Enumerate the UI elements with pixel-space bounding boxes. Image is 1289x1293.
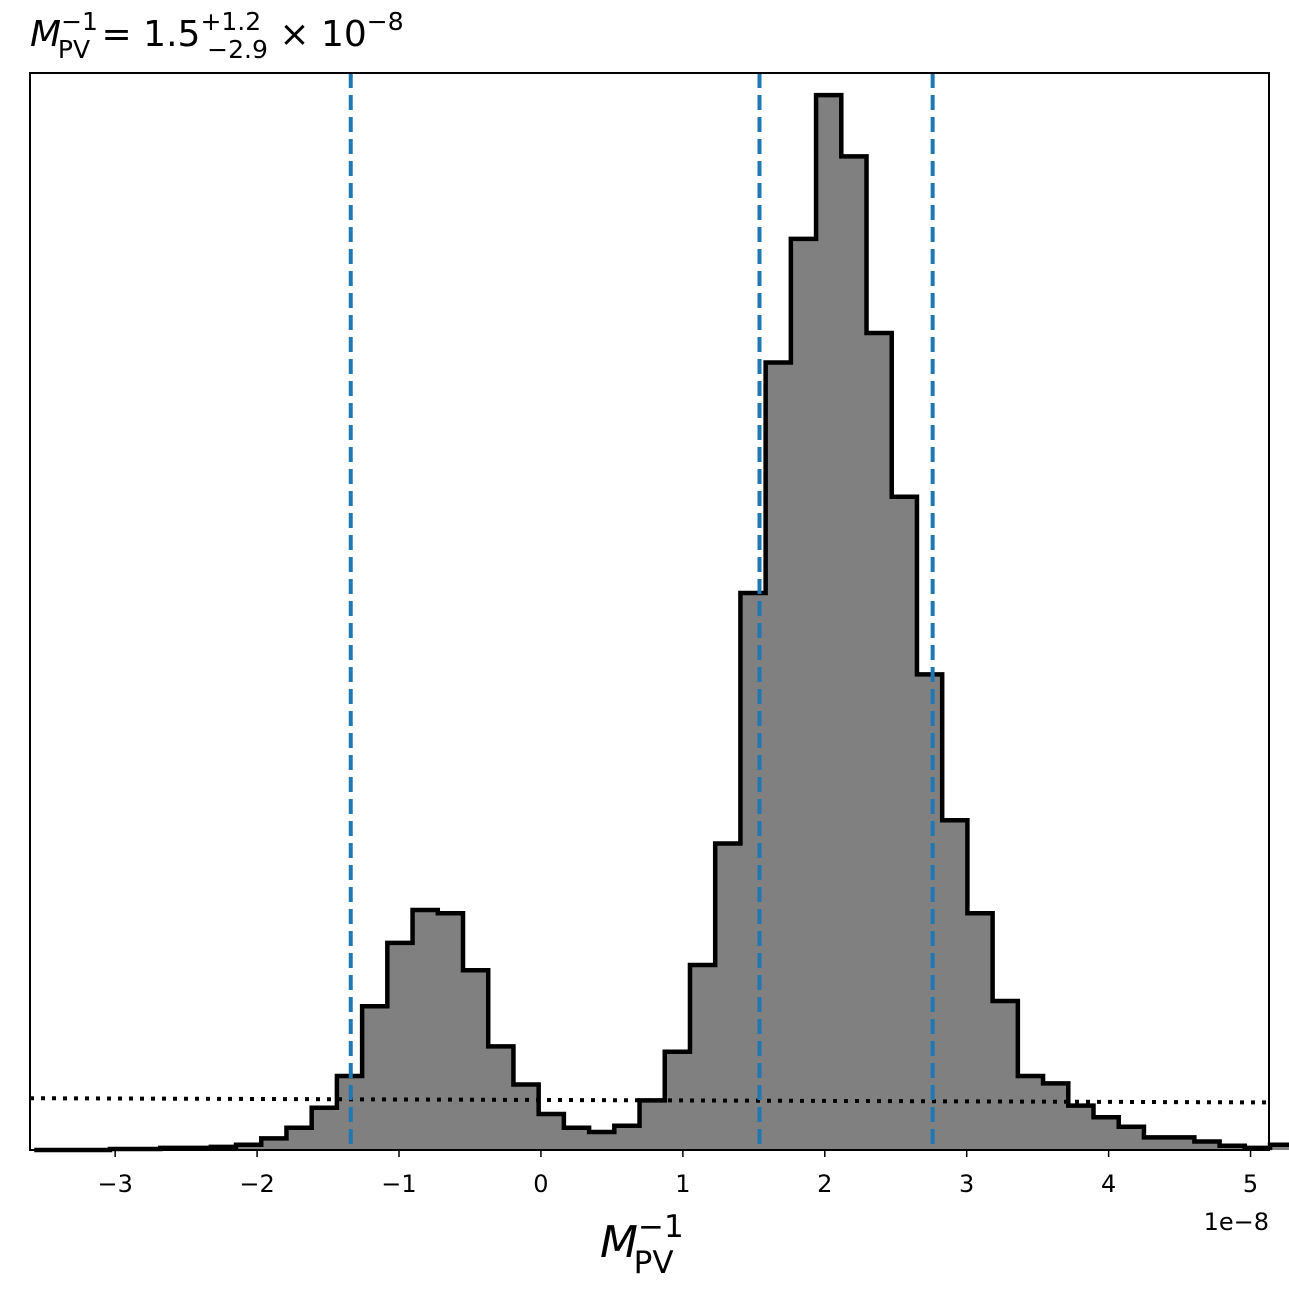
x-tick-label: −1 xyxy=(381,1170,416,1198)
histogram-bar xyxy=(689,965,716,1150)
histogram-bar xyxy=(639,1100,666,1150)
histogram-bar xyxy=(765,362,792,1150)
x-tick-label: 1 xyxy=(675,1170,690,1198)
plot-area xyxy=(29,73,1289,1153)
histogram-bar xyxy=(236,1144,262,1150)
histogram-bar xyxy=(1017,1076,1044,1150)
plot-frame xyxy=(29,72,1270,1151)
histogram-bar xyxy=(614,1125,641,1150)
histogram-bar xyxy=(311,1107,338,1150)
histogram-bar xyxy=(462,970,489,1150)
histogram-bar xyxy=(1143,1137,1170,1150)
histogram-bar xyxy=(841,156,868,1151)
x-tick-label: 4 xyxy=(1101,1170,1116,1198)
histogram-bar xyxy=(992,1000,1019,1150)
prior-line xyxy=(29,1096,1270,1105)
histogram-bar xyxy=(891,496,918,1150)
x-tick-label: 0 xyxy=(533,1170,548,1198)
x-tick-label: 3 xyxy=(959,1170,974,1198)
x-tick-label: −2 xyxy=(239,1170,274,1198)
histogram-bar xyxy=(589,1132,615,1150)
histogram-bar xyxy=(740,592,767,1150)
x-axis: −3 −2 −1 0 1 2 3 4 5 xyxy=(97,1150,1258,1198)
histogram-outline xyxy=(34,92,1289,1153)
histogram-bar xyxy=(790,238,817,1151)
histogram-bar xyxy=(538,1114,565,1150)
histogram-bar xyxy=(715,843,741,1150)
x-offset-label: 1e−8 xyxy=(1204,1208,1269,1236)
histogram-bar xyxy=(563,1127,590,1150)
histogram-bar xyxy=(286,1127,313,1150)
x-tick-label: −3 xyxy=(97,1170,132,1198)
histogram-bar xyxy=(1068,1105,1094,1150)
histogram-bar xyxy=(916,674,943,1150)
histogram-bar xyxy=(437,913,464,1150)
histogram-bar xyxy=(261,1138,287,1150)
histogram-bar xyxy=(1093,1117,1120,1150)
histogram-bar xyxy=(866,332,893,1151)
histogram-bar xyxy=(816,95,842,1150)
histogram-bar xyxy=(362,1006,388,1150)
histogram-bar xyxy=(942,820,968,1150)
histogram-bar xyxy=(387,942,414,1150)
x-tick-label: 2 xyxy=(817,1170,832,1198)
x-tick-label: 5 xyxy=(1243,1170,1258,1198)
histogram-bar xyxy=(1043,1083,1069,1150)
x-axis-label: M−1 PV xyxy=(600,1209,684,1281)
histogram-bar xyxy=(1169,1137,1195,1150)
histogram-bar xyxy=(412,910,439,1150)
histogram-bar xyxy=(1118,1126,1145,1150)
histogram-bar xyxy=(967,913,994,1150)
histogram-bar xyxy=(1194,1141,1221,1150)
histogram-bar xyxy=(513,1084,540,1150)
histogram-bar xyxy=(1270,1144,1289,1150)
chart-title: M−1 PV = 1.5+1.2 −2.9 × 10−8 xyxy=(30,7,404,64)
